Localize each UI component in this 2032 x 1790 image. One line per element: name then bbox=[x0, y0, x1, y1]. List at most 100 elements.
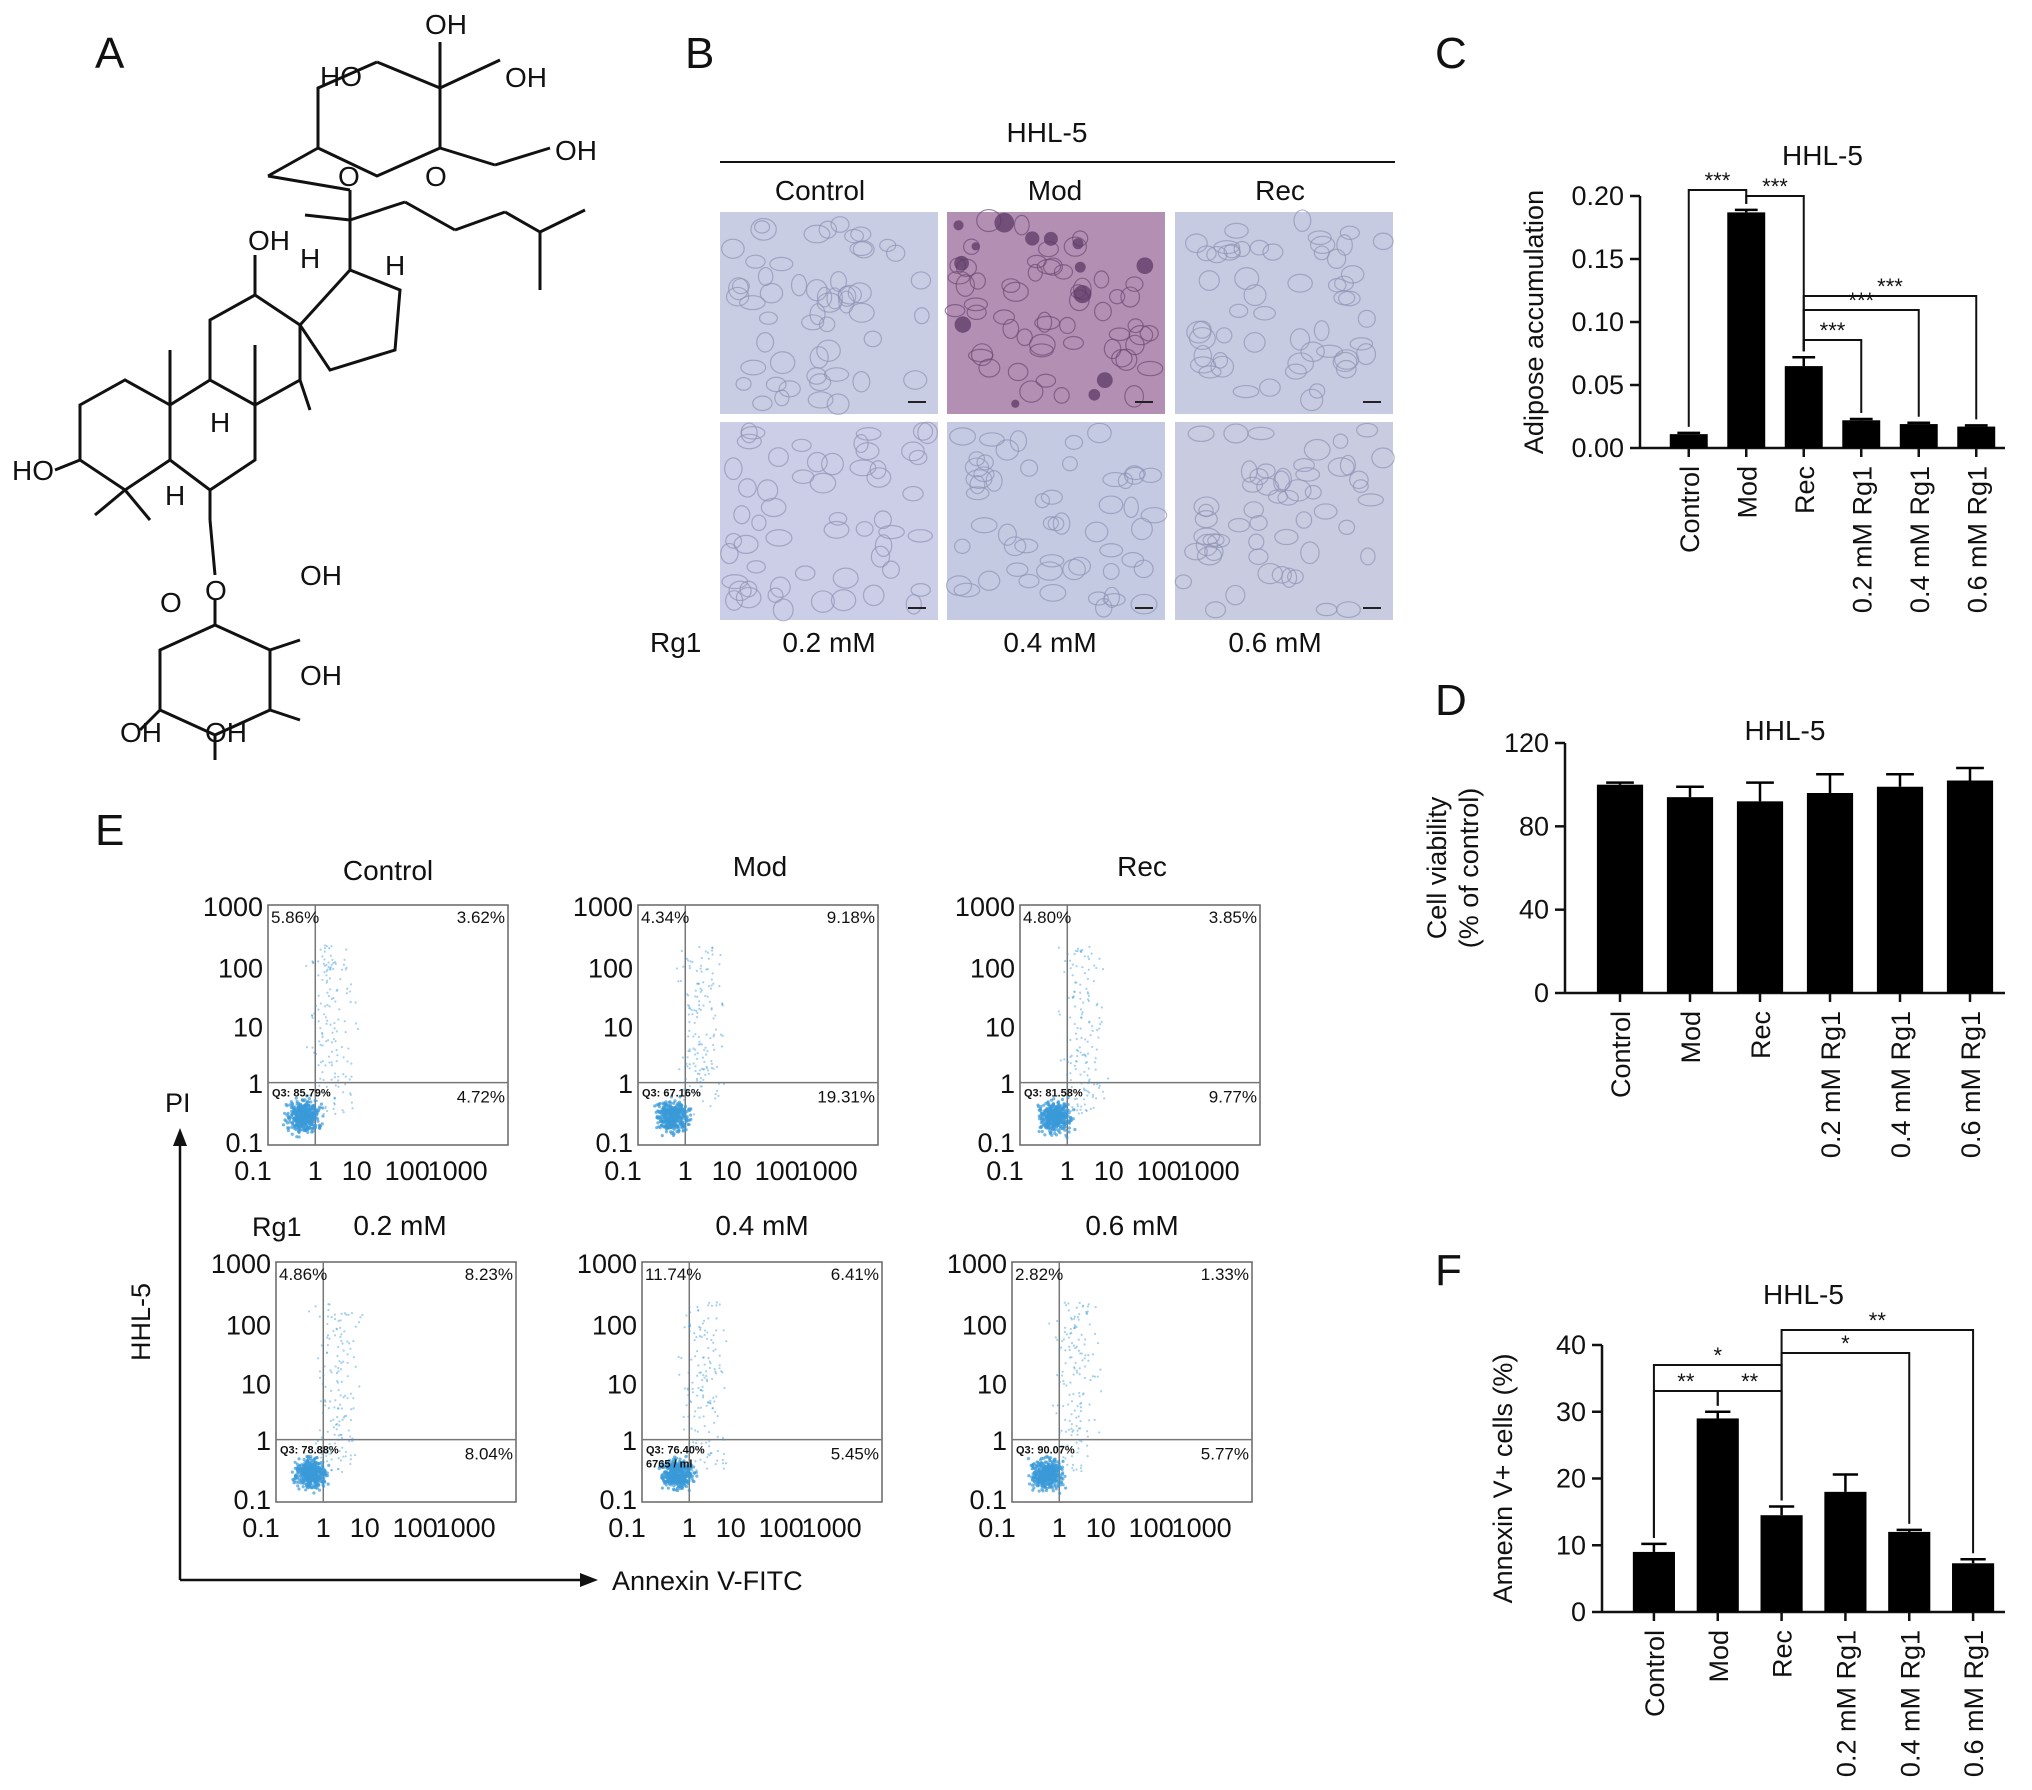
event-dot bbox=[1045, 1454, 1049, 1458]
event-dot bbox=[704, 994, 707, 998]
event-dot bbox=[1081, 1011, 1084, 1014]
event-dot bbox=[336, 1416, 339, 1419]
event-dot bbox=[1086, 1435, 1090, 1438]
event-dot bbox=[1066, 1444, 1069, 1447]
cell-outline bbox=[1029, 343, 1054, 358]
event-dot bbox=[333, 1027, 336, 1030]
event-dot bbox=[662, 1121, 666, 1125]
event-dot bbox=[686, 1481, 690, 1486]
cell-outline bbox=[752, 395, 773, 412]
event-dot bbox=[321, 1106, 325, 1110]
event-dot bbox=[694, 989, 697, 992]
event-dot bbox=[329, 966, 332, 969]
event-dot bbox=[306, 1467, 310, 1471]
event-dot bbox=[333, 1103, 336, 1106]
event-dot bbox=[1045, 1125, 1049, 1129]
event-dot bbox=[1089, 1379, 1092, 1382]
event-dot bbox=[1084, 1055, 1087, 1058]
event-dot bbox=[1082, 1053, 1086, 1056]
y-tick-label: 40 bbox=[1556, 1330, 1586, 1360]
event-dot bbox=[318, 1315, 321, 1318]
event-dot bbox=[715, 1317, 718, 1320]
event-dot bbox=[1048, 1475, 1053, 1479]
cell-outline bbox=[1243, 284, 1267, 307]
event-dot bbox=[1032, 1462, 1036, 1466]
event-dot bbox=[1086, 1040, 1089, 1043]
event-dot bbox=[721, 1034, 724, 1037]
cell-outline bbox=[1002, 318, 1020, 340]
event-dot bbox=[694, 1033, 697, 1036]
event-dot bbox=[1054, 1487, 1058, 1491]
event-dot bbox=[348, 1078, 351, 1081]
event-dot bbox=[320, 1452, 324, 1455]
event-dot bbox=[1061, 1119, 1065, 1123]
event-dot bbox=[1075, 1037, 1078, 1041]
event-dot bbox=[676, 1119, 680, 1123]
flow-plot-frame bbox=[641, 1261, 883, 1503]
event-dot bbox=[654, 1110, 658, 1114]
event-dot bbox=[672, 1127, 676, 1131]
event-dot bbox=[1081, 1359, 1084, 1362]
event-dot bbox=[1080, 1013, 1083, 1016]
h-label: H bbox=[165, 480, 185, 511]
event-dot bbox=[307, 1103, 311, 1108]
event-dot bbox=[1056, 1404, 1059, 1407]
event-dot bbox=[1103, 1097, 1106, 1100]
event-dot bbox=[699, 1093, 702, 1096]
event-dot bbox=[1070, 1356, 1073, 1359]
event-dot bbox=[680, 1356, 683, 1360]
event-dot bbox=[337, 1319, 340, 1322]
x-tick-label: 1000 bbox=[802, 1513, 862, 1543]
event-dot bbox=[333, 1317, 337, 1321]
event-dot bbox=[290, 1132, 294, 1136]
event-dot bbox=[334, 1084, 337, 1087]
event-dot bbox=[343, 1394, 347, 1397]
q3-percent: Q3: 76.40% bbox=[646, 1445, 705, 1457]
event-dot bbox=[722, 1082, 726, 1086]
event-dot bbox=[1081, 948, 1084, 952]
event-dot bbox=[1037, 1489, 1041, 1493]
event-dot bbox=[1082, 1304, 1085, 1307]
event-dot bbox=[1096, 1375, 1099, 1378]
event-dot bbox=[300, 1463, 304, 1467]
event-dot bbox=[669, 1101, 673, 1106]
event-dot bbox=[1068, 1393, 1071, 1396]
cell-outline bbox=[1039, 554, 1065, 568]
significance-label: ** bbox=[1677, 1369, 1695, 1394]
event-dot bbox=[669, 1095, 674, 1099]
event-dot bbox=[321, 1114, 325, 1118]
event-dot bbox=[326, 1482, 330, 1486]
event-dot bbox=[670, 1467, 674, 1471]
event-dot bbox=[722, 1452, 726, 1456]
cell-outline bbox=[979, 432, 1005, 447]
cell-outline bbox=[1234, 267, 1260, 291]
cell-outline bbox=[1002, 281, 1029, 302]
event-dot bbox=[1069, 1078, 1072, 1082]
event-dot bbox=[337, 1075, 340, 1078]
event-dot bbox=[697, 1406, 700, 1410]
cell-outline bbox=[1295, 511, 1313, 529]
event-dot bbox=[698, 1416, 701, 1419]
event-dot bbox=[334, 962, 337, 965]
event-dot bbox=[1072, 995, 1075, 998]
event-dot bbox=[313, 1012, 316, 1015]
cell-outline bbox=[1327, 457, 1355, 477]
event-dot bbox=[331, 958, 334, 962]
event-dot bbox=[1083, 1343, 1086, 1346]
event-dot bbox=[296, 1484, 300, 1488]
event-dot bbox=[1095, 966, 1098, 970]
event-dot bbox=[673, 1118, 677, 1123]
event-dot bbox=[682, 1459, 686, 1463]
cell-outline bbox=[756, 479, 779, 502]
event-dot bbox=[707, 1304, 710, 1307]
event-dot bbox=[284, 1119, 288, 1123]
cell-outline bbox=[1013, 214, 1030, 236]
event-dot bbox=[707, 1317, 710, 1320]
event-dot bbox=[688, 1449, 691, 1452]
event-dot bbox=[673, 1125, 678, 1129]
event-dot bbox=[697, 1004, 701, 1007]
event-dot bbox=[1076, 1103, 1079, 1106]
event-dot bbox=[317, 974, 320, 977]
event-dot bbox=[713, 1421, 716, 1424]
